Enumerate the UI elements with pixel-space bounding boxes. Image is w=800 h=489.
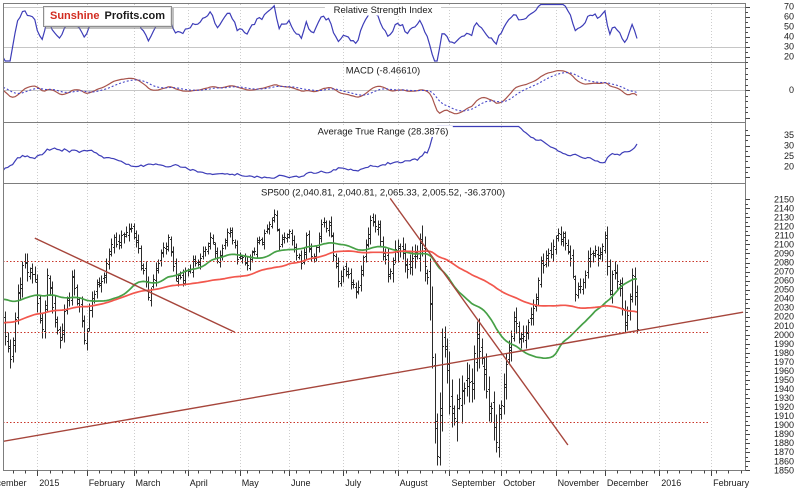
- month-label-2016: 2016: [661, 478, 681, 488]
- price-axis-label: 2140: [774, 203, 794, 213]
- month-label-March: March: [136, 478, 161, 488]
- month-label-July: July: [345, 478, 362, 488]
- price-axis-label: 2050: [774, 285, 794, 295]
- macd-title-bg: [343, 65, 423, 76]
- price-axis-label: 2060: [774, 276, 794, 286]
- month-label-February: February: [713, 478, 750, 488]
- month-label-August: August: [400, 478, 429, 488]
- month-label-June: June: [291, 478, 311, 488]
- moving-averages: [4, 241, 638, 360]
- price-axis-label: 2090: [774, 249, 794, 259]
- rsi-axis-label: 40: [784, 32, 794, 42]
- month-label-December: December: [0, 478, 27, 488]
- month-label-October: October: [503, 478, 535, 488]
- logo-sunshine: Sunshine: [50, 10, 100, 22]
- atr-axis-label: 30: [784, 141, 794, 151]
- price-axis-label: 1900: [774, 420, 794, 430]
- price-axis-label: 1890: [774, 429, 794, 439]
- rsi-axis-label: 20: [784, 52, 794, 62]
- key-levels: [3, 261, 710, 423]
- chart-frame: [3, 3, 746, 471]
- price-axis-label: 2070: [774, 267, 794, 277]
- price-axis-label: 2010: [774, 321, 794, 331]
- month-label-April: April: [190, 478, 208, 488]
- price-axis-label: 2040: [774, 294, 794, 304]
- logo-profits: Profits.com: [104, 10, 166, 22]
- price-title-bg: [247, 187, 519, 198]
- macd-panel: [4, 69, 638, 115]
- macd-line: [4, 69, 638, 115]
- price-axis-label: 2030: [774, 303, 794, 313]
- atr-axis-label: 35: [784, 130, 794, 140]
- atr-title: Average True Range (28.3876): [318, 127, 449, 138]
- price-axis-label: 2110: [775, 230, 794, 240]
- atr-axis-label: 25: [784, 151, 794, 161]
- month-label-September: September: [452, 478, 496, 488]
- price-axis-label: 2020: [774, 312, 794, 322]
- sma-slow-line: [4, 250, 638, 324]
- rsi-title-bg: [324, 4, 441, 16]
- panel-titles: Relative Strength Index MACD (-8.46610) Av…: [247, 4, 519, 199]
- price-axis-label: 2080: [774, 258, 794, 268]
- x-axis: December 2015 February March April May June Jul…: [0, 470, 750, 488]
- rsi-axis-label: 30: [784, 42, 794, 52]
- trend-line-3: [4, 311, 744, 442]
- price-axis-label: 1960: [774, 366, 794, 376]
- atr-line: [4, 125, 638, 179]
- price-axis-label: 1930: [774, 393, 794, 403]
- trend-line-1: [34, 237, 235, 333]
- month-label-2015: 2015: [39, 478, 59, 488]
- price-axis-label: 1920: [774, 402, 794, 412]
- atr-panel: [4, 125, 638, 179]
- month-label-November: November: [558, 478, 600, 488]
- trend-line-2: [389, 197, 569, 446]
- price-axis-label: 2100: [774, 240, 794, 250]
- price-axis-label: 2000: [774, 330, 794, 340]
- price-axis-label: 2150: [774, 194, 794, 204]
- atr-axis-label: 20: [784, 162, 794, 172]
- price-axis-label: 1880: [774, 438, 794, 448]
- price-axis-label: 1850: [774, 465, 794, 475]
- sma-fast-line: [4, 241, 638, 360]
- sunshineprofits-logo: Sunshine Profits.com: [43, 6, 173, 27]
- macd-signal-line: [4, 72, 638, 112]
- price-axis-label: 1970: [774, 357, 794, 367]
- price-axis-label: 1910: [774, 411, 794, 421]
- price-axis-label: 2130: [774, 212, 794, 222]
- price-axis-label: 1990: [774, 339, 794, 349]
- price-axis-label: 1860: [774, 456, 794, 466]
- macd-axis-label: 0: [789, 85, 794, 95]
- price-title: SP500 (2,040.81, 2,040.81, 2,065.33, 2,0…: [261, 188, 505, 199]
- month-label-December: December: [607, 478, 649, 488]
- month-label-May: May: [242, 478, 260, 488]
- month-label-February: February: [89, 478, 126, 488]
- price-axis-label: 1940: [774, 384, 794, 394]
- price-axis-label: 1870: [774, 447, 794, 457]
- atr-title-bg: [313, 126, 453, 137]
- rsi-axis-label: 50: [784, 22, 794, 32]
- rsi-axis-label: 70: [784, 2, 794, 12]
- rsi-title: Relative Strength Index: [334, 5, 433, 16]
- price-bars-path: [4, 209, 639, 466]
- ohlc-bars: [4, 209, 639, 466]
- trend-lines: [4, 197, 744, 446]
- panel-frame: [3, 3, 746, 471]
- price-axis-label: 1980: [774, 348, 794, 358]
- right-axis: 7060504030200353025202150214021302120211…: [745, 2, 794, 475]
- price-axis-label: 1950: [774, 375, 794, 385]
- rsi-axis-label: 60: [784, 12, 794, 22]
- macd-title: MACD (-8.46610): [346, 66, 420, 77]
- price-axis-label: 2120: [774, 221, 794, 231]
